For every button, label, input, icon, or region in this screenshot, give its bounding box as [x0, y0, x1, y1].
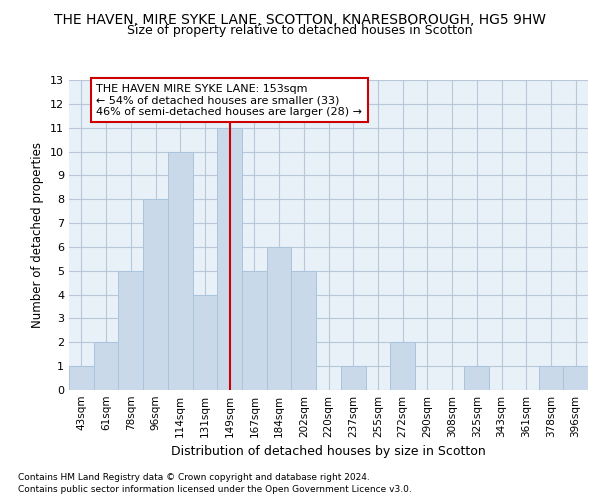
- Bar: [118, 271, 143, 390]
- X-axis label: Distribution of detached houses by size in Scotton: Distribution of detached houses by size …: [171, 446, 486, 458]
- Text: Contains HM Land Registry data © Crown copyright and database right 2024.: Contains HM Land Registry data © Crown c…: [18, 472, 370, 482]
- Bar: [94, 342, 118, 390]
- Bar: [563, 366, 588, 390]
- Text: Size of property relative to detached houses in Scotton: Size of property relative to detached ho…: [127, 24, 473, 37]
- Y-axis label: Number of detached properties: Number of detached properties: [31, 142, 44, 328]
- Bar: [539, 366, 563, 390]
- Text: THE HAVEN, MIRE SYKE LANE, SCOTTON, KNARESBOROUGH, HG5 9HW: THE HAVEN, MIRE SYKE LANE, SCOTTON, KNAR…: [54, 12, 546, 26]
- Bar: [69, 366, 94, 390]
- Bar: [341, 366, 365, 390]
- Bar: [390, 342, 415, 390]
- Bar: [193, 294, 217, 390]
- Bar: [143, 199, 168, 390]
- Bar: [168, 152, 193, 390]
- Bar: [267, 247, 292, 390]
- Text: THE HAVEN MIRE SYKE LANE: 153sqm
← 54% of detached houses are smaller (33)
46% o: THE HAVEN MIRE SYKE LANE: 153sqm ← 54% o…: [96, 84, 362, 117]
- Bar: [292, 271, 316, 390]
- Bar: [242, 271, 267, 390]
- Text: Contains public sector information licensed under the Open Government Licence v3: Contains public sector information licen…: [18, 485, 412, 494]
- Bar: [464, 366, 489, 390]
- Bar: [217, 128, 242, 390]
